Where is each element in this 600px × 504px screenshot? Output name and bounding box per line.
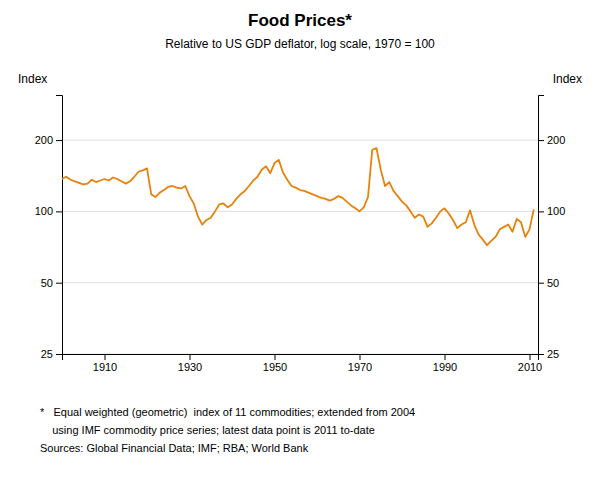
grid-line xyxy=(62,282,538,283)
tick-label: 50 xyxy=(41,277,53,289)
tick: 50 xyxy=(538,277,559,289)
axis-line xyxy=(539,96,545,355)
tick: 1950 xyxy=(263,354,287,373)
title: Food Prices* xyxy=(248,11,352,30)
tick-label: 50 xyxy=(547,277,559,289)
grid-line xyxy=(62,140,538,141)
y-axis-label: Index xyxy=(18,72,47,86)
footnote: using IMF commodity price series; latest… xyxy=(40,424,375,436)
tick-label: 25 xyxy=(41,348,53,360)
tick-label: 200 xyxy=(547,134,565,146)
axis-line xyxy=(63,355,539,361)
tick-label: 25 xyxy=(547,348,559,360)
tick: 1990 xyxy=(433,354,457,373)
tick: 200 xyxy=(35,134,62,146)
tick: 25 xyxy=(538,348,559,360)
footnote: * Equal weighted (geometric) index of 11… xyxy=(40,406,415,418)
y-axis: 25 50 100 200 xyxy=(35,96,63,361)
tick-label: 1930 xyxy=(178,361,202,373)
tick: 50 xyxy=(41,277,62,289)
tick-mark xyxy=(56,283,62,284)
tick-mark xyxy=(190,354,191,360)
axis-line xyxy=(56,96,63,355)
tick: 100 xyxy=(35,205,62,217)
subtitle: Relative to US GDP deflator, log scale, … xyxy=(165,37,435,51)
tick-mark xyxy=(530,354,531,360)
grid-line xyxy=(62,211,538,212)
tick-label: 1990 xyxy=(433,361,457,373)
tick-mark xyxy=(56,354,62,355)
tick-mark xyxy=(275,354,276,360)
plot-area xyxy=(62,148,534,245)
tick: 100 xyxy=(538,205,565,217)
tick-label: 1910 xyxy=(93,361,117,373)
tick-label: 100 xyxy=(547,205,565,217)
tick-label: 200 xyxy=(35,134,53,146)
tick-label: 2010 xyxy=(518,361,542,373)
tick-mark xyxy=(105,354,106,360)
tick-mark xyxy=(445,354,446,360)
y2-axis: 25 50 100 200 xyxy=(538,96,565,361)
tick: 2010 xyxy=(518,354,542,373)
tick-mark xyxy=(538,354,544,355)
tick: 1930 xyxy=(178,354,202,373)
tick: 1910 xyxy=(93,354,117,373)
tick-mark xyxy=(56,140,62,141)
tick-mark xyxy=(538,283,544,284)
tick-mark xyxy=(538,140,544,141)
grid xyxy=(62,140,538,354)
tick: 25 xyxy=(41,348,62,360)
y2-axis-label: Index xyxy=(553,72,582,86)
tick-label: 100 xyxy=(35,205,53,217)
footnote: Sources: Global Financial Data; IMF; RBA… xyxy=(40,442,309,454)
x-axis: 1910 1930 1950 1970 1990 2010 xyxy=(63,354,543,373)
tick-mark xyxy=(56,211,62,212)
tick-label: 1950 xyxy=(263,361,287,373)
tick: 200 xyxy=(538,134,565,146)
chart: 1910 1930 1950 1970 1990 2010 25 50 100 200 25 50 10… xyxy=(0,0,600,504)
tick-mark xyxy=(360,354,361,360)
tick-label: 1970 xyxy=(348,361,372,373)
line xyxy=(62,148,534,245)
tick: 1970 xyxy=(348,354,372,373)
tick-mark xyxy=(538,211,544,212)
